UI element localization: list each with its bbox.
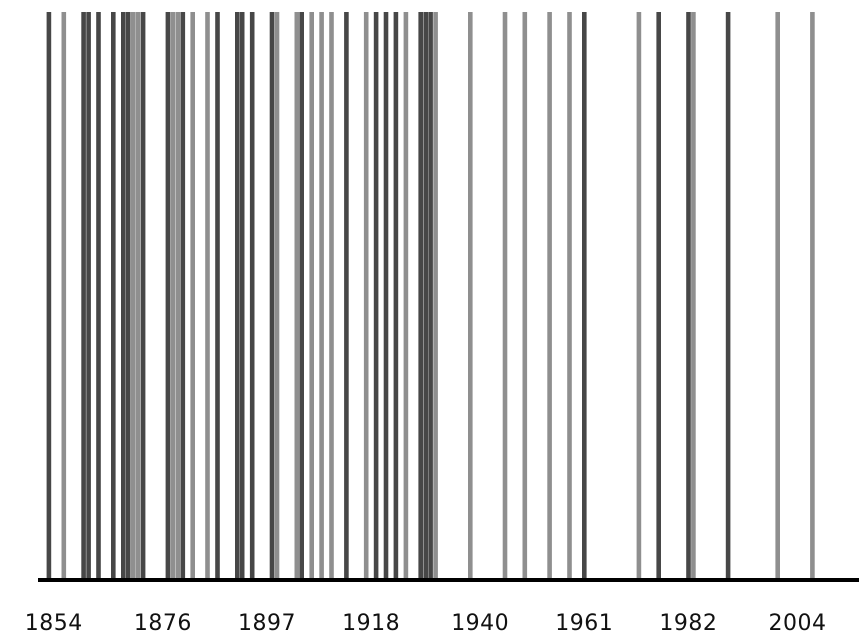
event-bar-1898 <box>269 12 275 580</box>
x-axis-tick-labels: 1854 1876 1897 1918 1940 1961 1982 2004 <box>25 611 827 635</box>
event-bar-1954 <box>547 12 552 580</box>
event-bar-1983 <box>691 12 696 580</box>
event-bar-1903 <box>294 12 300 580</box>
event-bar-1913 <box>344 12 349 580</box>
event-bar-1976 <box>656 12 661 580</box>
event-bar-1904 <box>299 12 304 580</box>
event-bar-1910 <box>329 12 334 580</box>
event-bar-1853 <box>46 12 52 580</box>
event-bar-1945 <box>502 12 508 580</box>
x-tick-label-1897: 1897 <box>238 611 296 635</box>
event-bar-1866 <box>111 12 116 580</box>
event-bar-1929 <box>423 12 428 580</box>
x-tick-label-1940: 1940 <box>451 611 509 635</box>
event-bar-1928 <box>418 12 423 580</box>
x-tick-label-1854: 1854 <box>25 611 83 635</box>
x-tick-label-1918: 1918 <box>342 611 400 635</box>
event-bar-1958 <box>567 12 572 580</box>
event-bar-1906 <box>309 12 314 580</box>
event-bar-1869 <box>125 12 131 580</box>
event-bar-2000 <box>775 12 780 580</box>
event-bar-1938 <box>468 12 473 580</box>
event-bar-1879 <box>175 12 181 580</box>
x-tick-label-1982: 1982 <box>659 611 717 635</box>
event-bar-1861 <box>86 12 91 580</box>
event-bar-1923 <box>393 12 399 580</box>
x-tick-label-1961: 1961 <box>555 611 613 635</box>
event-bar-1894 <box>249 12 255 580</box>
event-bar-1860 <box>81 12 86 580</box>
event-bar-1880 <box>180 12 186 580</box>
event-bar-1921 <box>383 12 389 580</box>
event-bar-1877 <box>165 12 171 580</box>
x-tick-label-1876: 1876 <box>134 611 192 635</box>
event-bar-1856 <box>61 12 67 580</box>
event-bar-1872 <box>140 12 146 580</box>
event-bar-1972 <box>636 12 642 580</box>
event-bar-2007 <box>810 12 815 580</box>
event-bar-1961 <box>582 12 587 580</box>
event-bar-1892 <box>239 12 245 580</box>
event-bar-1925 <box>403 12 409 580</box>
event-bar-1868 <box>121 12 126 580</box>
event-bar-1878 <box>170 12 176 580</box>
x-tick-label-2004: 2004 <box>769 611 827 635</box>
event-bar-1982 <box>686 12 691 580</box>
event-bar-1899 <box>274 12 280 580</box>
event-bar-1871 <box>135 12 141 580</box>
event-bar-1931 <box>433 12 438 580</box>
event-bars <box>46 12 815 580</box>
event-bar-1882 <box>190 12 195 580</box>
event-bar-1949 <box>522 12 528 580</box>
event-bar-1917 <box>363 12 369 580</box>
event-bar-1870 <box>130 12 136 580</box>
event-bar-1990 <box>725 12 731 580</box>
event-bar-1919 <box>373 12 379 580</box>
event-bar-1891 <box>235 12 240 580</box>
event-bar-1885 <box>205 12 210 580</box>
event-bar-1863 <box>96 12 101 580</box>
event-bar-1930 <box>428 12 433 580</box>
event-bar-1908 <box>319 12 324 580</box>
event-bar-1887 <box>215 12 220 580</box>
